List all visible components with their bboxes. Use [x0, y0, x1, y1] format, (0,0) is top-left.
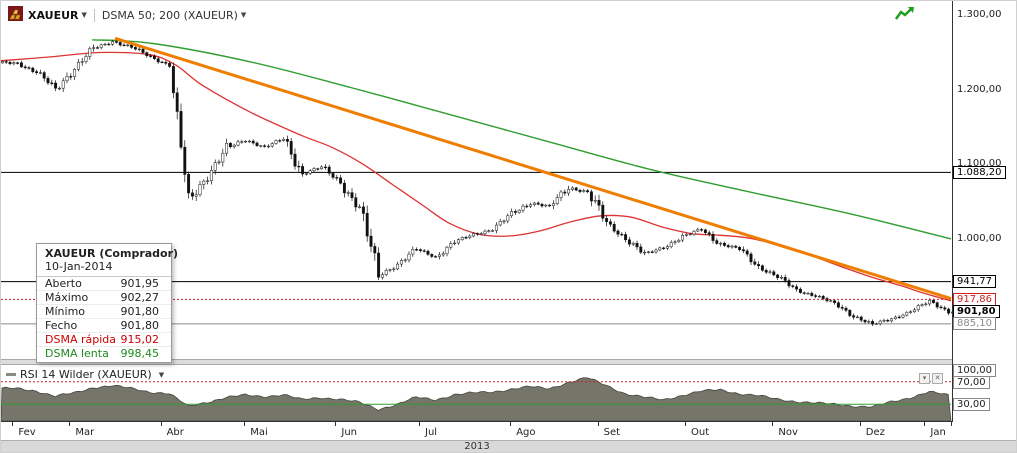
trend-signal-icon[interactable]	[894, 6, 916, 22]
tooltip-date: 10-Jan-2014	[37, 260, 171, 277]
level-price-box[interactable]: 941,77	[953, 275, 996, 289]
tooltip-row-value: 915,02	[120, 333, 160, 346]
tooltip-row-value: 902,27	[120, 291, 160, 304]
month-label: Abr	[166, 427, 184, 438]
rsi-panel: RSI 14 Wilder (XAUEUR) ▼ ▾ ✕	[1, 365, 953, 421]
tooltip-row: Aberto 901,95	[37, 277, 171, 291]
tooltip-row: Máximo 902,27	[37, 291, 171, 305]
time-tick	[859, 422, 861, 426]
rsi-tick-label: 70,00	[953, 375, 990, 389]
rsi-close-icon[interactable]: ✕	[932, 373, 943, 384]
rsi-collapse-icon[interactable]: ▾	[919, 373, 930, 384]
month-label: Dez	[865, 427, 885, 438]
time-tick	[597, 422, 599, 426]
main-chart-panel: XAUEUR ▼ DSMA 50; 200 (XAUEUR) ▼ XAUEUR …	[1, 1, 953, 363]
rsi-indicator-name: RSI 14 Wilder (XAUEUR)	[20, 368, 152, 381]
chevron-down-icon: ▼	[158, 370, 165, 379]
time-tick	[510, 422, 512, 426]
current-price-box[interactable]: 901,80	[953, 304, 1000, 318]
gold-instrument-icon	[8, 6, 23, 24]
time-tick	[951, 422, 952, 426]
year-band: 2013	[1, 440, 1016, 452]
month-label: Nov	[778, 427, 798, 438]
price-axis[interactable]: 1.300,00 1.200,00 1.100,00 1.000,00 1.088,20…	[952, 1, 1016, 440]
indicator-selector[interactable]: DSMA 50; 200 (XAUEUR) ▼	[102, 9, 246, 22]
month-label: Jun	[341, 427, 358, 438]
month-label: Mai	[250, 427, 268, 438]
time-tick	[69, 422, 71, 426]
indicator-name: DSMA 50; 200 (XAUEUR)	[101, 8, 238, 22]
tooltip-row-dsma-slow: DSMA lenta 998,45	[37, 347, 171, 362]
month-label: Ago	[516, 427, 536, 438]
toolbar-divider	[93, 8, 95, 22]
tooltip-row-value: 998,45	[120, 347, 160, 360]
trendline[interactable]	[114, 36, 952, 301]
time-tick	[244, 422, 246, 426]
tooltip-row-label: DSMA lenta	[45, 347, 109, 360]
candles[interactable]	[1, 41, 953, 325]
panel-splitter[interactable]	[1, 359, 1016, 365]
month-label: Fev	[18, 427, 36, 438]
tooltip-row-value: 901,95	[120, 277, 160, 290]
price-tick-label: 1.000,00	[957, 232, 1002, 244]
rsi-tick-label: 30,00	[953, 398, 990, 412]
tooltip-row: Mínimo 901,80	[37, 305, 171, 319]
time-tick	[685, 422, 686, 426]
price-tick-label: 1.300,00	[957, 8, 1002, 20]
rsi-chart[interactable]	[1, 365, 953, 421]
dsma-200-line[interactable]	[92, 39, 952, 240]
time-axis[interactable]: Fev Mar Abr Mai Jun Jul Ago Set Out Nov Dez Jan	[1, 421, 953, 440]
tooltip-row-value: 901,80	[120, 305, 160, 318]
month-label: Jan	[930, 427, 946, 438]
rsi-area[interactable]	[1, 377, 952, 421]
chevron-down-icon: ▼	[81, 11, 87, 19]
rsi-panel-controls: ▾ ✕	[919, 373, 943, 384]
instrument-name: XAUEUR	[28, 8, 79, 22]
chart-toolbar: XAUEUR ▼ DSMA 50; 200 (XAUEUR) ▼	[5, 5, 249, 25]
instrument-selector[interactable]: XAUEUR ▼	[28, 9, 87, 22]
time-tick	[772, 422, 774, 426]
level-price-box[interactable]: 885,10	[953, 317, 996, 331]
month-label: Jul	[425, 427, 438, 438]
year-label: 2013	[464, 441, 490, 452]
level-price-box[interactable]: 1.088,20	[953, 165, 1006, 179]
month-label: Out	[691, 427, 710, 438]
price-info-tooltip: XAUEUR (Comprador) 10-Jan-2014 Aberto 90…	[36, 243, 179, 363]
time-tick	[924, 422, 926, 426]
tooltip-row-dsma-fast: DSMA rápida 915,02	[37, 333, 171, 347]
chevron-down-icon: ▼	[240, 11, 247, 19]
time-tick	[419, 422, 420, 426]
tooltip-title: XAUEUR (Comprador)	[45, 247, 179, 260]
time-tick	[335, 422, 337, 426]
tooltip-row-label: DSMA rápida	[45, 333, 116, 346]
tooltip-row: Fecho 901,80	[37, 319, 171, 333]
tooltip-row-label: Fecho	[45, 319, 78, 332]
tooltip-row-label: Aberto	[45, 277, 82, 290]
month-label: Mar	[75, 427, 95, 438]
tooltip-row-label: Mínimo	[45, 305, 86, 318]
price-tick-label: 1.100,00	[957, 158, 1002, 170]
month-label: Set	[603, 427, 621, 438]
tooltip-row-value: 901,80	[120, 319, 160, 332]
tooltip-row-label: Máximo	[45, 291, 89, 304]
time-tick	[160, 422, 162, 426]
rsi-indicator-selector[interactable]: RSI 14 Wilder (XAUEUR) ▼	[6, 368, 164, 381]
rsi-legend-dash	[6, 373, 16, 376]
time-tick	[12, 422, 14, 426]
price-tick-label: 1.200,00	[957, 83, 1002, 95]
